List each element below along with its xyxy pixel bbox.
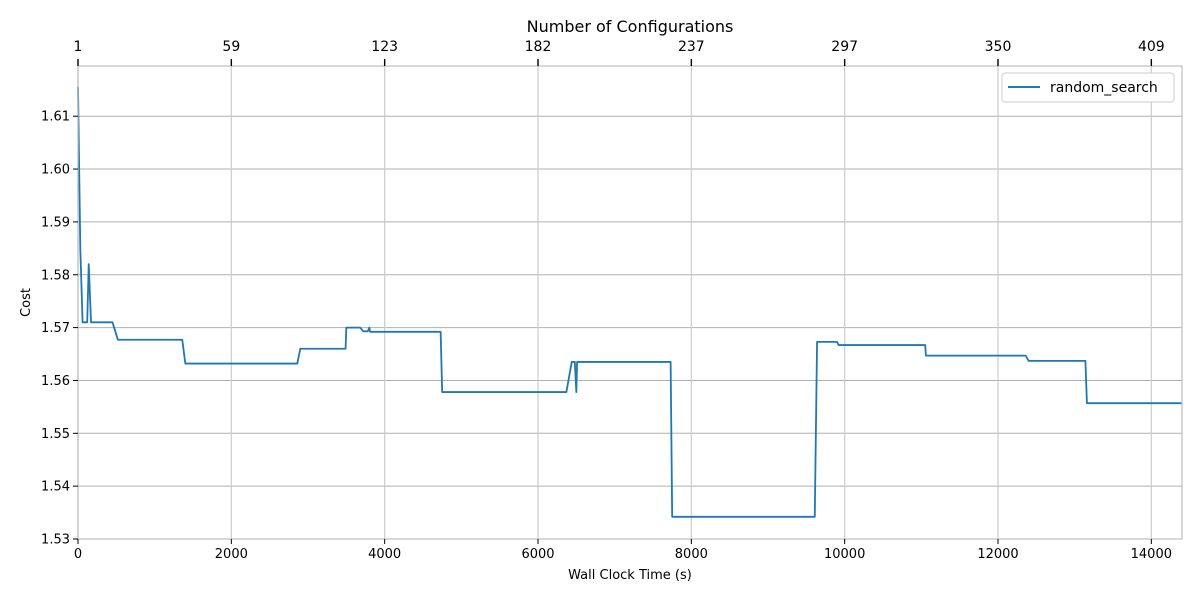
- top-tick-label: 59: [222, 39, 240, 55]
- ticks: 1.53 1.54 1.55 1.56 1.57 1.58 1.59 1.60 1.61 0 200…: [41, 39, 1172, 562]
- x-tick-label: 12000: [977, 547, 1018, 562]
- legend-box: [1001, 72, 1175, 103]
- series-line-random-search: [77, 87, 1182, 518]
- plot-frame: [77, 65, 1183, 540]
- x-tick-label: 2000: [215, 547, 248, 562]
- y-tick-label: 1.54: [41, 480, 70, 495]
- x-tick-label: 4000: [368, 547, 401, 562]
- grid: [77, 66, 1182, 540]
- legend: random_search: [1001, 72, 1175, 103]
- y-tick-label: 1.53: [41, 533, 70, 548]
- x-tick-label: 0: [74, 547, 82, 562]
- top-tick-label: 350: [985, 39, 1012, 55]
- y-tick-label: 1.61: [41, 110, 70, 125]
- top-tick-label: 1: [74, 39, 83, 55]
- y-tick-label: 1.56: [41, 374, 70, 389]
- y-tick-label: 1.55: [41, 427, 70, 442]
- x-tick-label: 6000: [521, 547, 554, 562]
- top-tick-label: 123: [371, 39, 398, 55]
- top-tick-label: 409: [1138, 39, 1165, 55]
- y-tick-label: 1.60: [41, 163, 70, 178]
- y-tick-label: 1.57: [41, 321, 70, 336]
- top-axis-title: Number of Configurations: [527, 17, 734, 36]
- y-axis-title: Cost: [19, 288, 34, 317]
- y-tick-label: 1.59: [41, 215, 70, 230]
- x-axis-title: Wall Clock Time (s): [568, 568, 692, 583]
- x-tick-label: 8000: [675, 547, 708, 562]
- y-tick-label: 1.58: [41, 268, 70, 283]
- x-tick-label: 14000: [1131, 547, 1172, 562]
- x-tick-label: 10000: [824, 547, 865, 562]
- top-tick-label: 182: [525, 39, 552, 55]
- top-tick-label: 237: [678, 39, 705, 55]
- top-tick-label: 297: [831, 39, 858, 55]
- legend-label-random-search: random_search: [1050, 80, 1158, 96]
- series-layer: [77, 87, 1182, 518]
